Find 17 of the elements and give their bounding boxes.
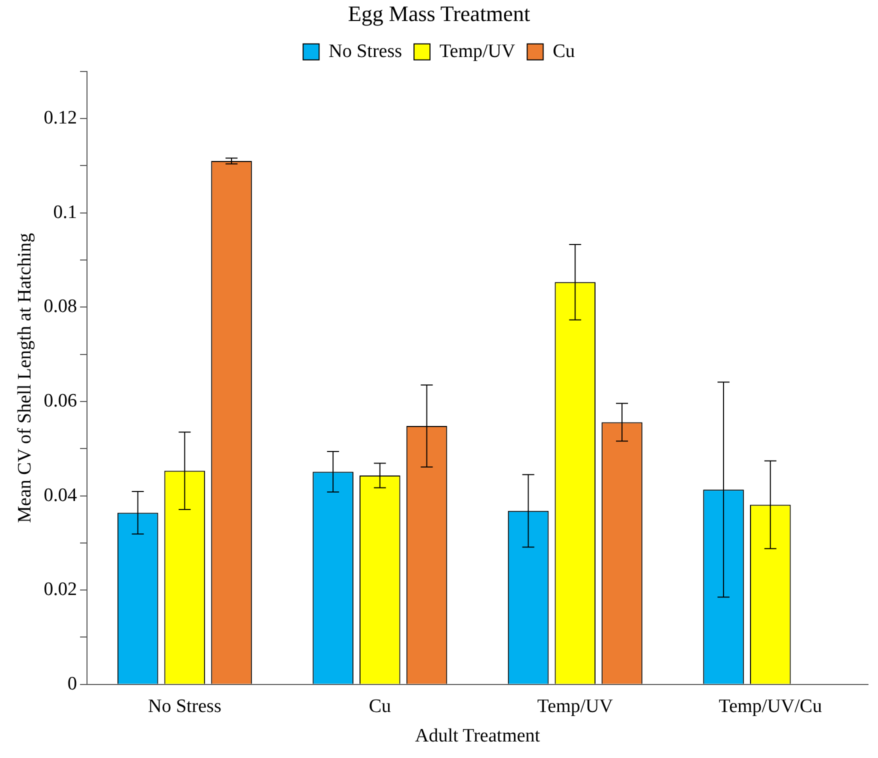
x-tick-label: Cu [368,696,392,717]
legend-label: Cu [552,40,576,62]
y-tick-label: 0.02 [44,579,78,600]
y-tick-label: 0.04 [44,484,78,506]
y-tick-label: 0.08 [44,296,78,318]
y-axis-title: Mean CV of Shell Length at Hatching [14,232,36,523]
y-tick-label: 0.12 [44,108,78,129]
legend-title: Egg Mass Treatment [348,0,530,26]
x-tick-label: Temp/UV [537,696,614,717]
x-tick-label: Temp/UV/Cu [718,696,822,717]
legend-label: No Stress [328,40,402,62]
y-tick-label: 0.06 [44,390,78,412]
x-axis-title: Adult Treatment [414,726,541,747]
legend-label: Temp/UV [439,40,516,62]
y-tick-label: 0 [68,673,78,694]
y-tick-label: 0.1 [53,202,78,223]
x-tick-label: No Stress [148,696,222,717]
